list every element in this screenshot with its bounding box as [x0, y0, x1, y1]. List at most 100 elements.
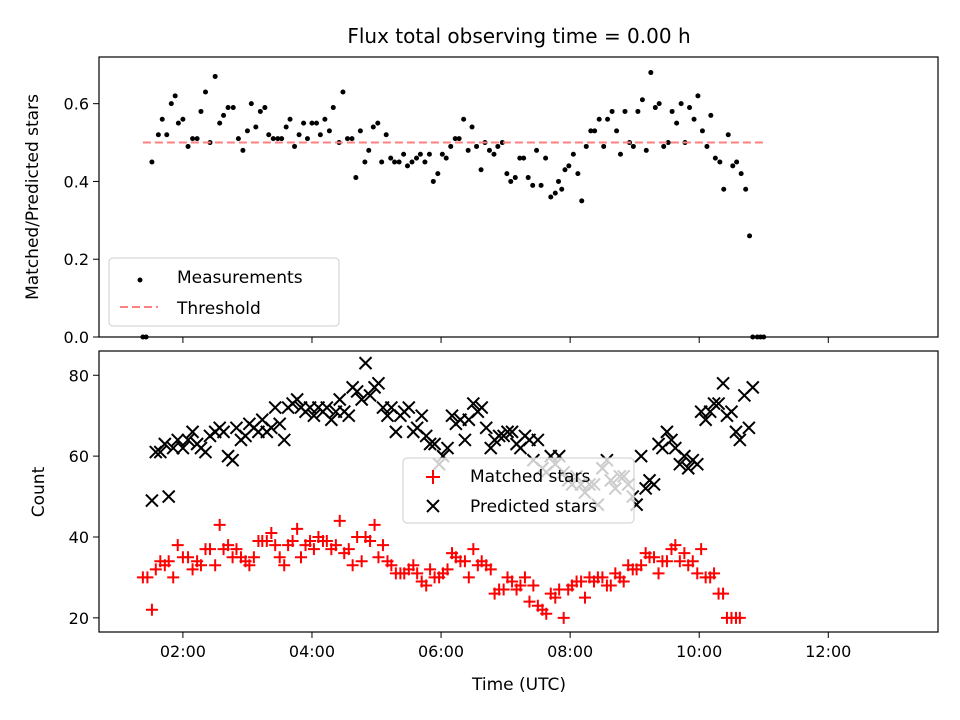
measurement-point	[396, 159, 402, 165]
measurement-point	[443, 155, 449, 161]
measurement-point	[221, 112, 227, 118]
measurement-point	[296, 132, 302, 138]
matched-stars-point	[307, 543, 320, 556]
measurement-point	[530, 182, 536, 188]
matched-stars-point	[194, 559, 207, 572]
measurement-point	[656, 101, 662, 107]
measurement-point	[279, 136, 285, 142]
measurement-point	[486, 147, 492, 153]
measurement-point	[499, 140, 505, 146]
measurement-point	[648, 70, 654, 76]
predicted-stars-point	[324, 413, 339, 427]
measurement-point	[292, 143, 298, 149]
bottom-axes-frame	[98, 350, 939, 633]
matched-stars-point	[278, 559, 291, 572]
measurement-point	[665, 140, 671, 146]
measurement-point	[301, 120, 307, 126]
matched-stars-point	[260, 535, 273, 548]
measurement-point	[159, 116, 165, 122]
predicted-stars-point	[440, 441, 455, 455]
measurement-point	[562, 167, 568, 173]
measurement-point	[478, 167, 484, 173]
matched-stars-point	[420, 579, 433, 592]
predicted-stars-point	[342, 408, 356, 423]
matched-stars-point	[269, 539, 282, 552]
legend-predicted-marker	[426, 499, 440, 513]
measurement-point	[230, 105, 236, 111]
matched-stars-point	[333, 514, 346, 527]
measurement-point	[643, 147, 649, 153]
measurement-point	[695, 93, 701, 99]
matched-stars-point	[273, 551, 286, 564]
matched-stars-point	[540, 607, 553, 620]
top-title: Flux total observing time = 0.00 h	[347, 24, 690, 48]
matched-stars-point	[182, 551, 195, 564]
measurement-point	[349, 136, 355, 142]
predicted-stars-point	[216, 425, 231, 439]
predicted-stars-point	[198, 445, 213, 459]
measurement-point	[504, 171, 510, 177]
measurement-point	[452, 136, 458, 142]
matched-stars-point	[691, 567, 704, 580]
measurement-point	[669, 108, 675, 114]
measurement-point	[538, 182, 544, 188]
measurement-point	[175, 120, 181, 126]
predicted-stars-point	[733, 433, 747, 447]
measurement-point	[417, 151, 423, 157]
measurement-point	[172, 93, 178, 99]
measurement-point	[225, 105, 231, 111]
matched-stars-point	[575, 575, 588, 588]
predicted-stars-point	[677, 449, 692, 463]
matched-stars-point	[364, 535, 377, 548]
predicted-stars-point	[176, 441, 190, 455]
measurement-point	[652, 105, 658, 111]
predicted-stars-point	[354, 392, 369, 407]
predicted-stars-point	[171, 433, 185, 447]
predicted-stars-point	[277, 433, 291, 447]
predicted-stars-point	[268, 400, 282, 415]
bottom-x-axis-label: Time (UTC)	[471, 675, 566, 695]
legend-threshold-label: Threshold	[176, 299, 261, 319]
matched-stars-point	[604, 579, 617, 592]
predicted-stars-point	[505, 425, 519, 439]
measurement-point	[448, 143, 454, 149]
measurement-point	[639, 97, 645, 103]
legend-matched-marker	[426, 470, 440, 484]
matched-stars-point	[708, 567, 721, 580]
measurement-point	[548, 194, 554, 200]
matched-stars-point	[458, 555, 471, 568]
measurement-point	[583, 143, 589, 149]
matched-stars-point	[673, 555, 686, 568]
measurement-point	[370, 124, 376, 130]
measurement-point	[661, 143, 667, 149]
matched-stars-point	[376, 539, 389, 552]
predicted-stars-point	[724, 404, 739, 419]
predicted-stars-point	[333, 392, 347, 407]
measurement-point	[304, 136, 310, 142]
predicted-stars-point	[161, 489, 176, 504]
predicted-stars-point	[475, 400, 489, 415]
matched-stars-point	[648, 551, 661, 564]
measurement-point	[217, 120, 223, 126]
matched-stars-point	[230, 543, 243, 556]
measurement-point	[712, 155, 718, 161]
matched-stars-point	[213, 518, 226, 531]
measurement-point	[426, 151, 432, 157]
measurement-point	[375, 120, 381, 126]
predicted-stars-point	[634, 449, 648, 463]
predicted-stars-point	[729, 425, 743, 439]
measurement-point	[409, 159, 415, 165]
measurement-point	[699, 128, 705, 134]
matched-stars-point	[167, 571, 180, 584]
matched-stars-point	[342, 543, 355, 556]
matched-stars-point	[484, 563, 497, 576]
measurement-point	[605, 116, 611, 122]
matched-stars-point	[506, 575, 519, 588]
predicted-stars-point	[500, 425, 515, 439]
top-panel: Flux total observing time = 0.00 h 0.00.…	[23, 24, 939, 347]
matched-stars-point	[204, 543, 217, 556]
measurement-point	[601, 143, 607, 149]
measurement-point	[456, 136, 462, 142]
measurement-point	[253, 124, 259, 130]
